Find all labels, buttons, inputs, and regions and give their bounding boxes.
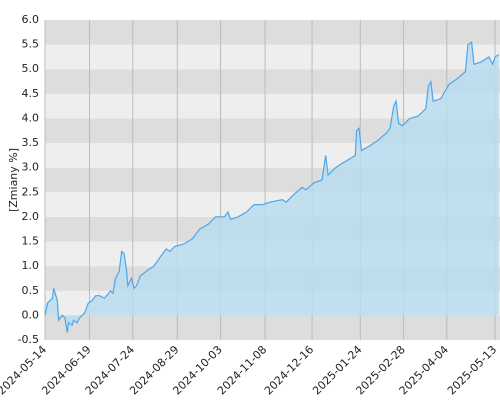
grid-band: [45, 315, 500, 340]
y-tick-label: 5.0: [22, 62, 40, 75]
y-tick-label: 0.0: [22, 308, 40, 321]
y-tick-label: 1.5: [22, 235, 40, 248]
line: [44, 41, 500, 333]
y-tick-label: 2.5: [22, 185, 40, 198]
y-tick-label: 4.0: [22, 111, 40, 124]
y-tick-label: 1.0: [22, 259, 40, 272]
y-tick-label: 3.5: [22, 136, 40, 149]
x-tick-label: 2025-05-13: [445, 343, 499, 397]
y-tick-label: 4.5: [22, 87, 40, 100]
y-tick-label: 0.5: [22, 284, 40, 297]
y-tick-label: 2.0: [22, 210, 40, 223]
y-tick-label: 6.0: [22, 13, 40, 26]
y-tick-label: 3.0: [22, 161, 40, 174]
x-tick-label: 2024-12-16: [262, 343, 316, 397]
y-axis-label: [Zmiany %]: [7, 148, 20, 212]
grid-band: [45, 69, 500, 94]
y-tick-label: -0.5: [18, 333, 39, 346]
grid-band: [45, 44, 500, 70]
grid-band: [45, 20, 500, 45]
y-tick-label: 5.5: [22, 38, 40, 51]
